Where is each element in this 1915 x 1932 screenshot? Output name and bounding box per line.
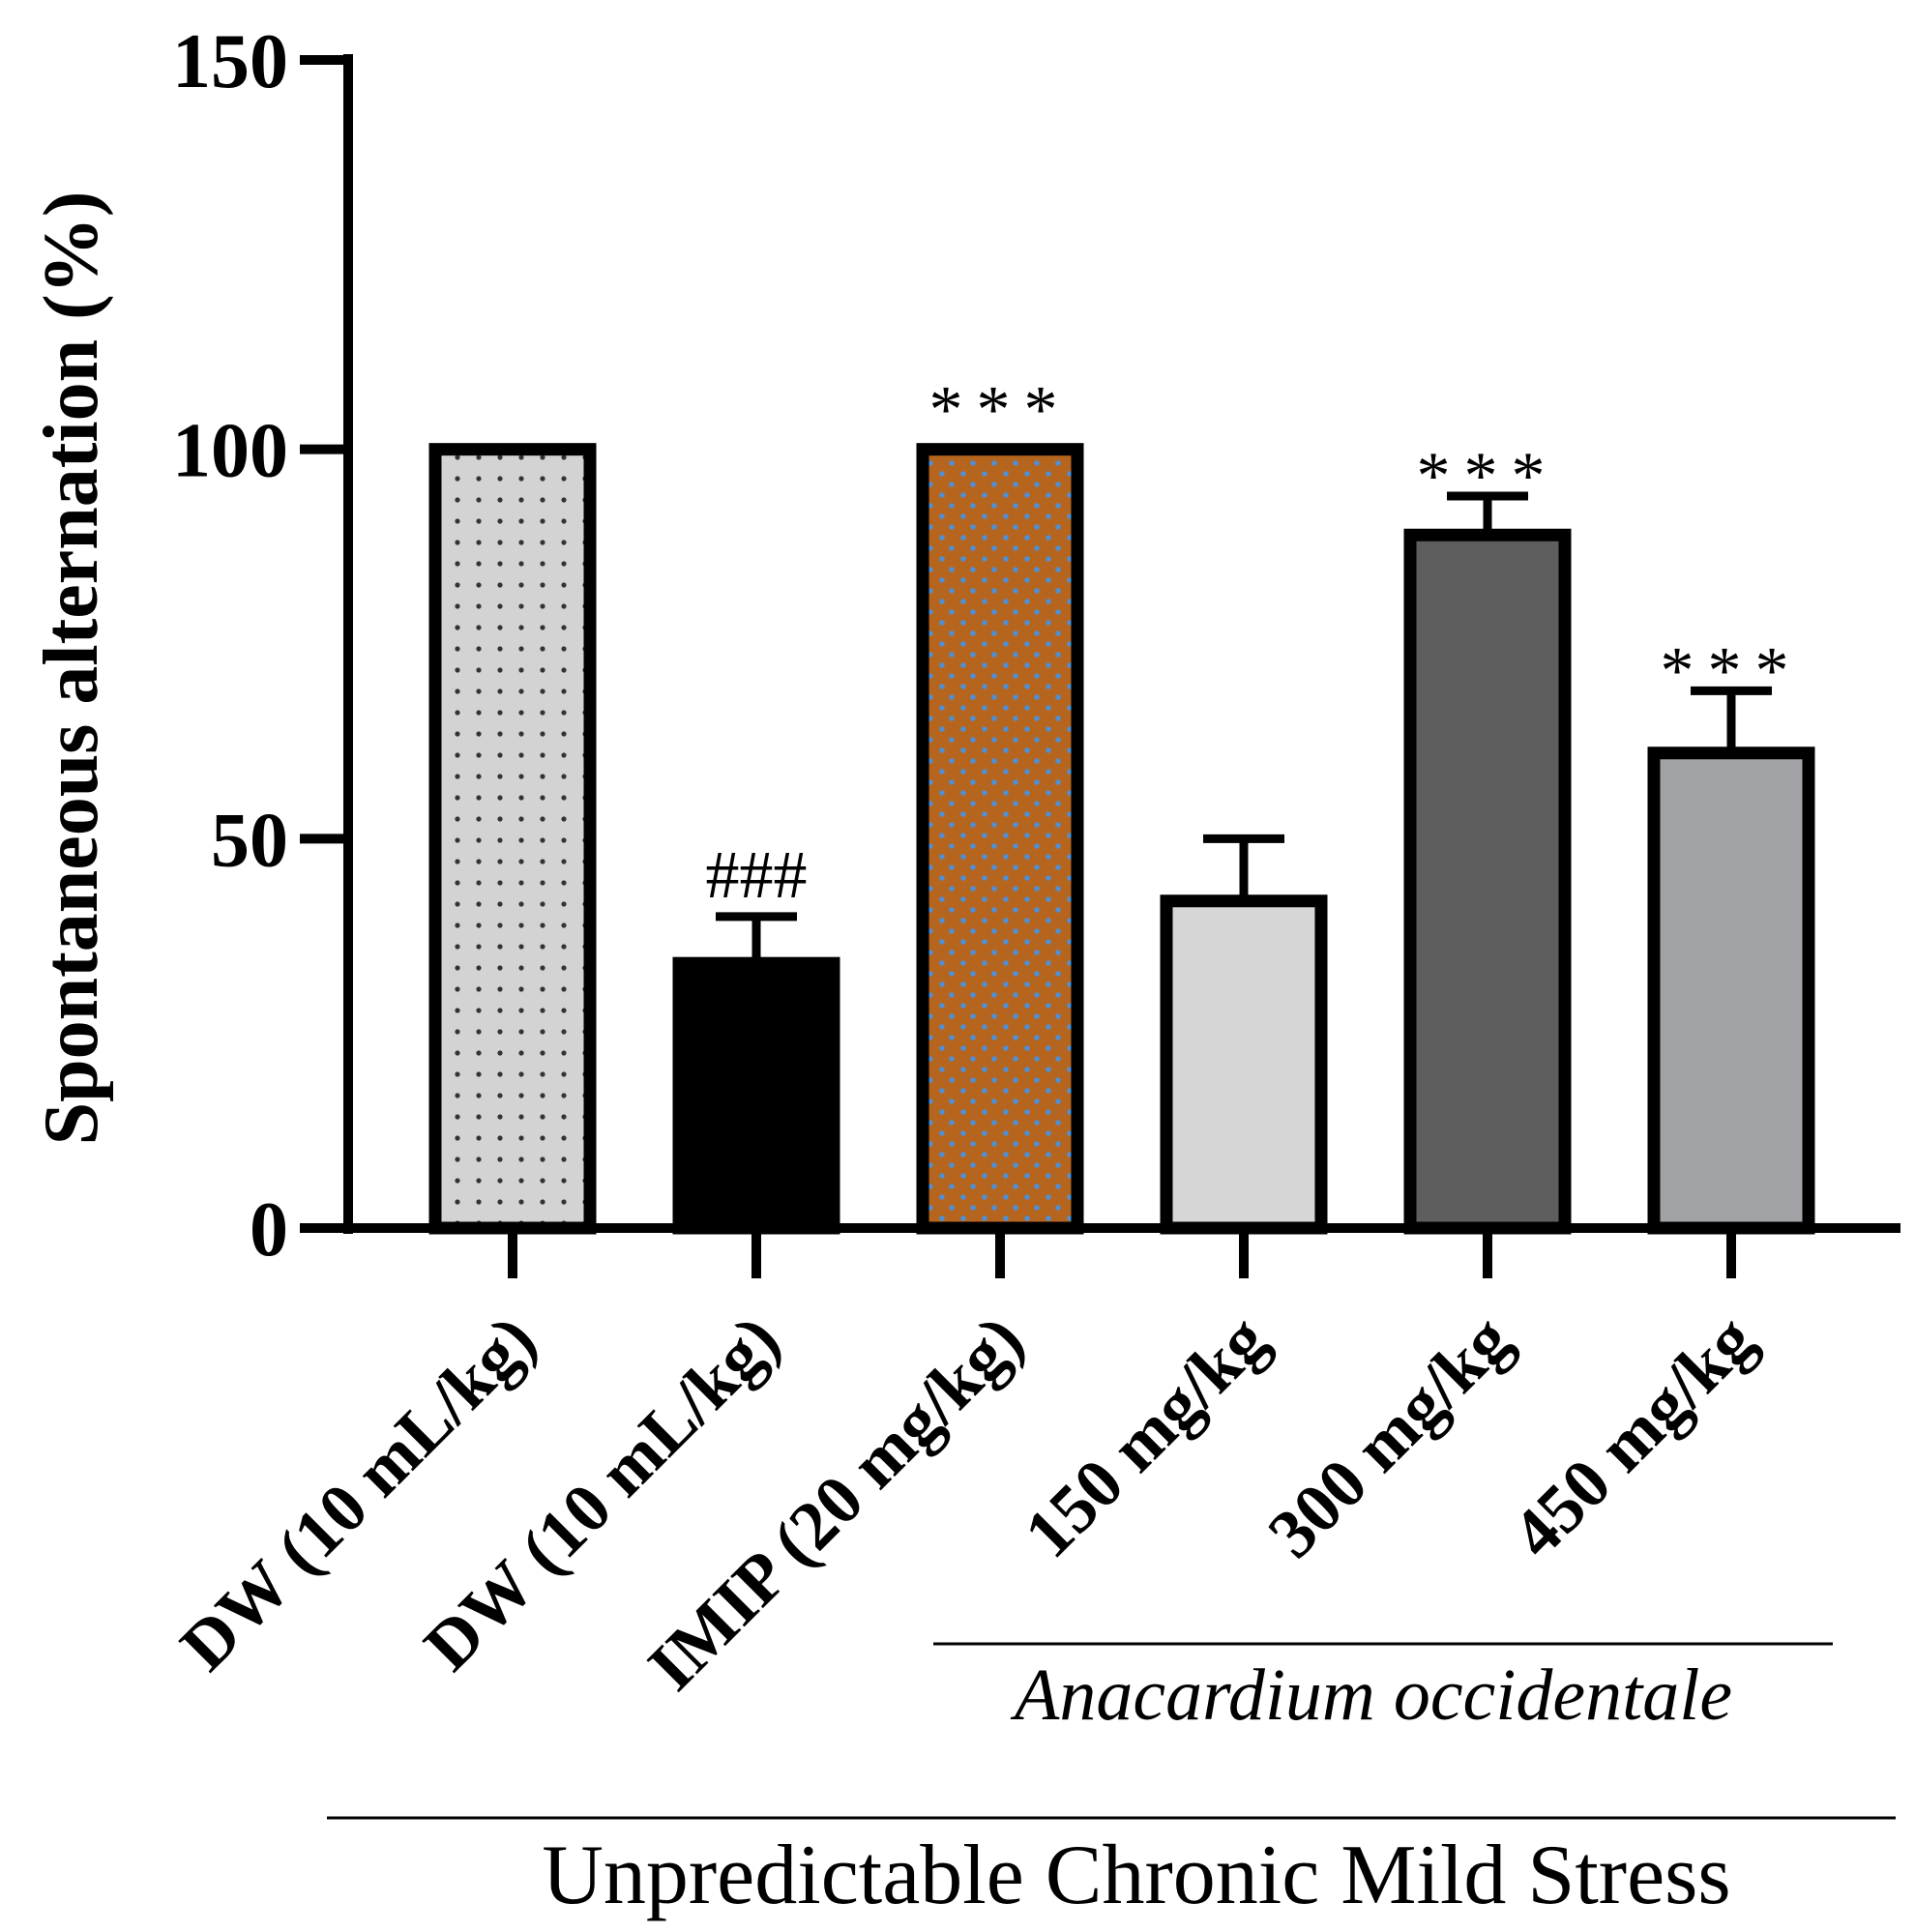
bar	[672, 956, 840, 1235]
category-label: 150 mg/kg	[1010, 1301, 1282, 1572]
significance-label: ###	[706, 838, 808, 913]
significance-label: ***	[1661, 633, 1803, 708]
group-label-anacardium: Anacardium occidentale	[1010, 1654, 1732, 1736]
bar	[1403, 528, 1572, 1235]
y-tick-label: 50	[211, 798, 288, 883]
significance-label: ***	[1417, 439, 1559, 513]
y-tick-label: 0	[250, 1187, 288, 1273]
bar	[916, 443, 1084, 1235]
significance-label: ***	[929, 373, 1072, 448]
bar	[1647, 746, 1815, 1235]
y-tick-label: 100	[172, 409, 288, 494]
y-tick-label: 150	[172, 19, 288, 104]
bar	[428, 443, 597, 1235]
category-label: 300 mg/kg	[1253, 1301, 1525, 1572]
category-label: 450 mg/kg	[1497, 1301, 1769, 1572]
y-axis-title: Spontaneous alternation (%)	[29, 191, 114, 1146]
group-label-ucms: Unpredictable Chronic Mild Stress	[542, 1829, 1730, 1922]
bar	[1160, 894, 1328, 1235]
